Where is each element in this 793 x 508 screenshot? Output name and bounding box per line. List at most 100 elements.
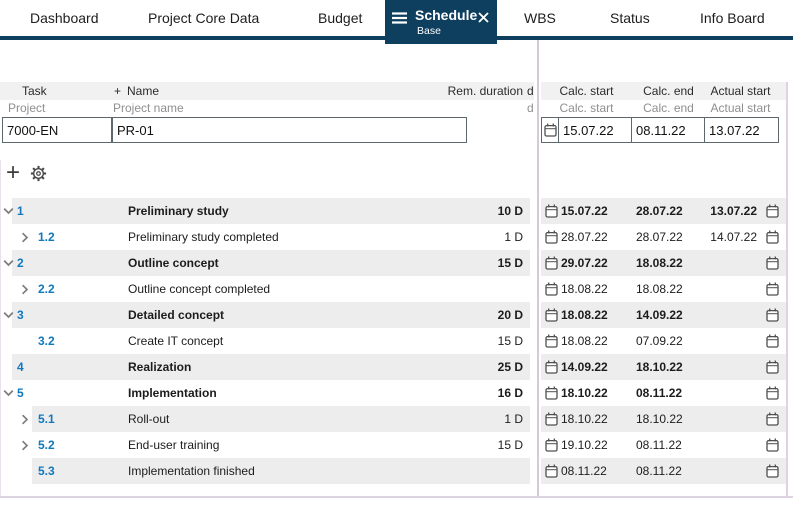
task-number[interactable]: 2 — [17, 256, 24, 270]
calendar-icon[interactable] — [766, 438, 779, 452]
calc-start-input[interactable] — [558, 117, 632, 143]
col-header-rem-duration[interactable]: Rem. duration — [447, 84, 523, 98]
calendar-icon[interactable] — [545, 360, 558, 374]
calendar-icon[interactable] — [766, 360, 779, 374]
task-row[interactable]: 3 Detailed concept 20 D 18.08.22 14.09.2… — [0, 302, 793, 328]
task-name[interactable]: Detailed concept — [128, 308, 225, 322]
task-calc-end: 08.11.22 — [636, 438, 682, 452]
calendar-icon[interactable] — [545, 204, 558, 218]
task-name[interactable]: Realization — [128, 360, 192, 374]
hamburger-menu-icon[interactable] — [392, 11, 407, 29]
tab-info-board[interactable]: Info Board — [700, 10, 765, 26]
task-name[interactable]: Outline concept — [128, 256, 219, 270]
calendar-icon[interactable] — [766, 386, 779, 400]
task-number[interactable]: 4 — [17, 360, 24, 374]
task-number[interactable]: 1.2 — [38, 230, 55, 244]
tab-dashboard[interactable]: Dashboard — [30, 10, 99, 26]
calendar-icon[interactable] — [766, 464, 779, 478]
task-row[interactable]: 5 Implementation 16 D 18.10.22 08.11.22 — [0, 380, 793, 406]
task-name[interactable]: Create IT concept — [128, 334, 224, 348]
task-row[interactable]: 3.2 Create IT concept 15 D 18.08.22 07.0… — [0, 328, 793, 354]
calendar-icon[interactable] — [766, 308, 779, 322]
task-name[interactable]: End-user training — [128, 438, 220, 452]
row-shade-left — [12, 302, 530, 328]
calendar-icon[interactable] — [766, 282, 779, 296]
task-row[interactable]: 1.2 Preliminary study completed 1 D 28.0… — [0, 224, 793, 250]
calendar-icon[interactable] — [766, 230, 779, 244]
tab-wbs[interactable]: WBS — [524, 10, 556, 26]
task-number[interactable]: 1 — [17, 204, 24, 218]
col-header-name[interactable]: Name — [127, 84, 160, 98]
chevron-down-icon[interactable] — [3, 302, 14, 328]
col-header-actual-start[interactable]: Actual start — [710, 84, 771, 98]
tab-budget[interactable]: Budget — [318, 10, 363, 26]
calendar-icon[interactable] — [545, 412, 558, 426]
tab-project-core-data[interactable]: Project Core Data — [148, 10, 260, 26]
add-task-button[interactable]: + — [6, 159, 21, 186]
row-shade-left — [32, 458, 530, 484]
task-number[interactable]: 5.2 — [38, 438, 55, 452]
calendar-icon[interactable] — [545, 464, 558, 478]
tab-schedule-label: Schedule — [415, 7, 478, 23]
chevron-right-icon[interactable] — [21, 432, 29, 458]
col-header-task[interactable]: Task — [22, 84, 47, 98]
task-name[interactable]: Implementation finished — [128, 464, 255, 478]
task-row[interactable]: 5.2 End-user training 15 D 19.10.22 08.1… — [0, 432, 793, 458]
task-name[interactable]: Outline concept completed — [128, 282, 271, 296]
task-number[interactable]: 3 — [17, 308, 24, 322]
calendar-icon[interactable] — [545, 230, 558, 244]
row-shade-right — [541, 406, 786, 432]
calendar-icon[interactable] — [545, 256, 558, 270]
calendar-icon[interactable] — [545, 438, 558, 452]
task-row[interactable]: 5.3 Implementation finished 08.11.22 08.… — [0, 458, 793, 484]
calendar-icon[interactable] — [766, 334, 779, 348]
chevron-down-icon[interactable] — [3, 250, 14, 276]
project-id-input[interactable] — [2, 117, 112, 143]
task-number[interactable]: 5 — [17, 386, 24, 400]
task-actual-start: 14.07.22 — [710, 230, 757, 244]
chevron-down-icon[interactable] — [3, 380, 14, 406]
col-header-calc-end[interactable]: Calc. end — [643, 84, 694, 98]
task-calc-end: 07.09.22 — [636, 334, 683, 348]
task-row[interactable]: 2.2 Outline concept completed 18.08.22 1… — [0, 276, 793, 302]
calc-end-input[interactable] — [631, 117, 705, 143]
task-name[interactable]: Implementation — [128, 386, 217, 400]
gear-icon[interactable] — [29, 164, 48, 188]
calendar-icon[interactable] — [545, 334, 558, 348]
calendar-icon[interactable] — [545, 386, 558, 400]
chevron-right-icon[interactable] — [21, 406, 29, 432]
task-calc-start: 08.11.22 — [561, 464, 607, 478]
add-column-icon[interactable]: + — [114, 84, 122, 98]
project-name-input[interactable] — [112, 117, 467, 143]
task-row[interactable]: 2 Outline concept 15 D 29.07.22 18.08.22 — [0, 250, 793, 276]
task-row[interactable]: 1 Preliminary study 10 D 15.07.22 28.07.… — [0, 198, 793, 224]
task-rem-duration: 15 D — [497, 334, 523, 348]
task-row[interactable]: 5.1 Roll-out 1 D 18.10.22 18.10.22 — [0, 406, 793, 432]
task-name[interactable]: Preliminary study — [128, 204, 229, 218]
calendar-icon[interactable] — [545, 308, 558, 322]
table-bottom-border — [0, 496, 793, 498]
pane-splitter[interactable] — [537, 40, 539, 497]
task-number[interactable]: 2.2 — [38, 282, 55, 296]
calendar-icon[interactable] — [541, 117, 559, 143]
chevron-right-icon[interactable] — [21, 276, 29, 302]
actual-start-input[interactable] — [704, 117, 779, 143]
calendar-icon[interactable] — [766, 412, 779, 426]
task-name[interactable]: Roll-out — [128, 412, 170, 426]
row-shade-left — [32, 406, 530, 432]
chevron-down-icon[interactable] — [3, 198, 14, 224]
calendar-icon[interactable] — [545, 282, 558, 296]
task-number[interactable]: 5.3 — [38, 464, 55, 478]
task-row[interactable]: 4 Realization 25 D 14.09.22 18.10.22 — [0, 354, 793, 380]
task-calc-end: 18.10.22 — [636, 360, 683, 374]
chevron-right-icon[interactable] — [21, 224, 29, 250]
task-number[interactable]: 5.1 — [38, 412, 55, 426]
task-number[interactable]: 3.2 — [38, 334, 55, 348]
col-header-calc-start[interactable]: Calc. start — [559, 84, 614, 98]
calendar-icon[interactable] — [766, 256, 779, 270]
task-name[interactable]: Preliminary study completed — [128, 230, 279, 244]
calendar-icon[interactable] — [766, 204, 779, 218]
close-icon[interactable] — [478, 10, 489, 28]
tab-status[interactable]: Status — [610, 10, 650, 26]
tab-schedule[interactable]: Schedule Base — [385, 0, 497, 44]
